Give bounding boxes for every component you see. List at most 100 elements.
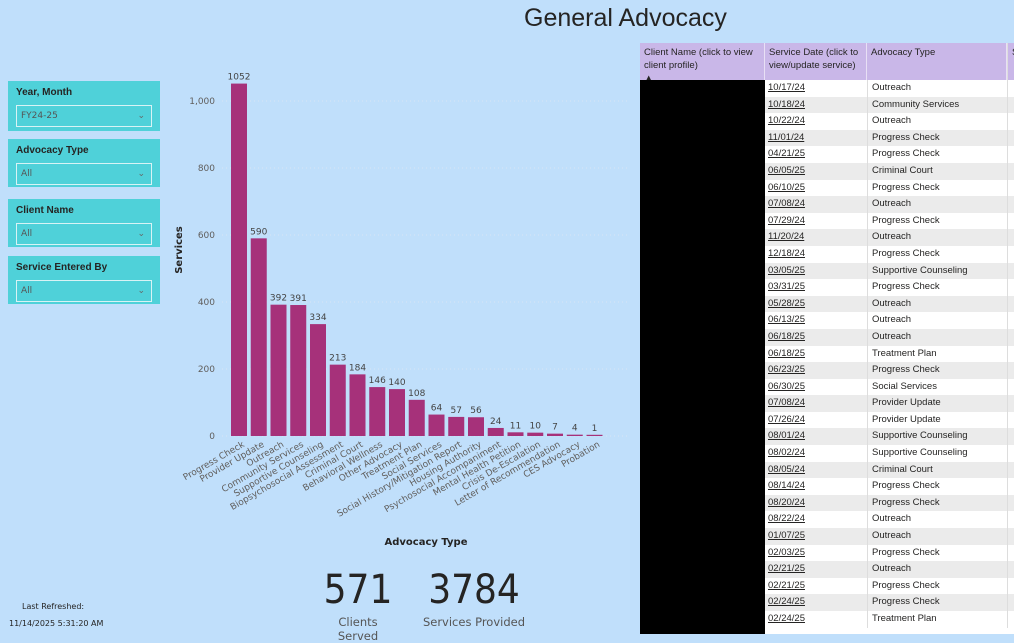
data-label: 391 bbox=[290, 294, 307, 304]
table-row: 07/29/24 Progress Check bbox=[640, 212, 1014, 230]
truncated-cell bbox=[1007, 345, 1014, 363]
kpi-clients-served: 571 Clients Served bbox=[318, 565, 398, 643]
service-date-link[interactable]: 07/08/24 bbox=[768, 397, 805, 409]
bar[interactable] bbox=[507, 432, 524, 436]
service-date-cell: 07/26/24 bbox=[765, 412, 867, 429]
data-label: 213 bbox=[329, 354, 346, 364]
advocacy-type-cell: Outreach bbox=[867, 113, 1007, 130]
service-date-link[interactable]: 07/26/24 bbox=[768, 413, 805, 425]
service-date-cell: 06/10/25 bbox=[765, 180, 867, 197]
service-date-link[interactable]: 02/03/25 bbox=[768, 546, 805, 558]
table-header: Client Name (click to view client profil… bbox=[640, 43, 1014, 84]
bar[interactable] bbox=[349, 374, 366, 436]
service-date-cell: 06/13/25 bbox=[765, 312, 867, 329]
service-date-link[interactable]: 03/05/25 bbox=[768, 264, 805, 276]
service-date-link[interactable]: 12/18/24 bbox=[768, 247, 805, 259]
service-date-link[interactable]: 03/31/25 bbox=[768, 281, 805, 293]
client-name-dropdown[interactable]: All ⌄ bbox=[16, 223, 152, 245]
y-tick-label: 0 bbox=[209, 432, 215, 442]
service-entered-by-dropdown[interactable]: All ⌄ bbox=[16, 280, 152, 302]
table-row: 10/17/24 Outreach bbox=[640, 80, 1014, 97]
advocacy-type-cell: Treatment Plan bbox=[867, 611, 1007, 628]
truncated-cell bbox=[1007, 577, 1014, 595]
data-label: 108 bbox=[408, 389, 425, 399]
dropdown-value: All bbox=[21, 169, 33, 179]
y-axis-title: Services bbox=[174, 226, 185, 274]
service-date-link[interactable]: 08/22/24 bbox=[768, 513, 805, 525]
service-date-link[interactable]: 06/23/25 bbox=[768, 364, 805, 376]
service-date-link[interactable]: 06/18/25 bbox=[768, 330, 805, 342]
service-date-link[interactable]: 05/28/25 bbox=[768, 297, 805, 309]
bar[interactable] bbox=[231, 83, 247, 436]
service-date-link[interactable]: 08/01/24 bbox=[768, 430, 805, 442]
bar[interactable] bbox=[547, 433, 563, 436]
service-date-link[interactable]: 01/07/25 bbox=[768, 530, 805, 542]
slicer-label: Advocacy Type bbox=[16, 145, 89, 156]
data-label: 392 bbox=[270, 294, 287, 304]
data-label: 184 bbox=[349, 363, 366, 373]
truncated-cell bbox=[1007, 212, 1014, 230]
service-date-link[interactable]: 11/01/24 bbox=[768, 131, 805, 143]
table-row: 06/18/25 Treatment Plan bbox=[640, 345, 1014, 363]
slicer-service-entered-by: Service Entered By All ⌄ bbox=[8, 256, 160, 304]
service-date-link[interactable]: 06/13/25 bbox=[768, 314, 805, 326]
last-refreshed-label: Last Refreshed: bbox=[22, 602, 85, 611]
advocacy-type-bar-chart: 0 200 400 600 800 1,000 Services Advocacy Type 1… bbox=[174, 73, 630, 548]
bar[interactable] bbox=[566, 434, 583, 436]
bar[interactable] bbox=[586, 434, 603, 436]
service-date-link[interactable]: 02/21/25 bbox=[768, 579, 805, 591]
table-row: 03/31/25 Progress Check bbox=[640, 279, 1014, 296]
service-date-link[interactable]: 02/24/25 bbox=[768, 596, 805, 608]
service-date-link[interactable]: 10/22/24 bbox=[768, 115, 805, 127]
service-date-link[interactable]: 06/30/25 bbox=[768, 380, 805, 392]
bar[interactable] bbox=[428, 414, 445, 436]
bar[interactable] bbox=[448, 416, 465, 436]
service-date-link[interactable]: 10/18/24 bbox=[768, 98, 805, 110]
column-header-advocacy-type[interactable]: Advocacy Type bbox=[867, 43, 1007, 80]
service-date-link[interactable]: 10/17/24 bbox=[768, 82, 805, 93]
advocacy-type-cell: Outreach bbox=[867, 561, 1007, 578]
service-date-link[interactable]: 02/21/25 bbox=[768, 563, 805, 575]
bar[interactable] bbox=[468, 417, 484, 436]
slicer-label: Service Entered By bbox=[16, 262, 108, 273]
service-date-link[interactable]: 08/20/24 bbox=[768, 496, 805, 508]
bar[interactable] bbox=[310, 324, 326, 436]
bar[interactable] bbox=[408, 399, 425, 436]
truncated-cell bbox=[1007, 262, 1014, 280]
service-date-link[interactable]: 06/18/25 bbox=[768, 347, 805, 359]
advocacy-type-cell: Progress Check bbox=[867, 212, 1007, 230]
service-date-link[interactable]: 07/29/24 bbox=[768, 214, 805, 226]
data-label: 7 bbox=[552, 423, 558, 433]
year-month-dropdown[interactable]: FY24-25 ⌄ bbox=[16, 105, 152, 127]
bar[interactable] bbox=[290, 305, 307, 436]
service-date-link[interactable]: 08/14/24 bbox=[768, 480, 805, 492]
bar[interactable] bbox=[487, 427, 504, 436]
services-table: Client Name (click to view client profil… bbox=[640, 43, 1014, 634]
column-header-service-date[interactable]: Service Date (click to view/update servi… bbox=[765, 43, 867, 80]
truncated-cell bbox=[1007, 461, 1014, 479]
column-header-client-name[interactable]: Client Name (click to view client profil… bbox=[640, 43, 765, 84]
service-date-cell: 07/29/24 bbox=[765, 213, 867, 230]
truncated-cell bbox=[1007, 378, 1014, 396]
service-date-cell: 03/05/25 bbox=[765, 263, 867, 280]
bar[interactable] bbox=[270, 304, 287, 436]
bar[interactable] bbox=[250, 238, 267, 436]
service-date-link[interactable]: 06/10/25 bbox=[768, 181, 805, 193]
bar[interactable] bbox=[389, 389, 405, 436]
truncated-cell bbox=[1007, 279, 1014, 296]
advocacy-type-cell: Progress Check bbox=[867, 179, 1007, 197]
service-date-link[interactable]: 08/05/24 bbox=[768, 463, 805, 475]
bar[interactable] bbox=[369, 387, 386, 436]
service-date-link[interactable]: 04/21/25 bbox=[768, 148, 805, 160]
service-date-link[interactable]: 08/02/24 bbox=[768, 447, 805, 459]
service-date-cell: 07/08/24 bbox=[765, 395, 867, 412]
advocacy-type-dropdown[interactable]: All ⌄ bbox=[16, 163, 152, 185]
service-date-link[interactable]: 11/20/24 bbox=[768, 231, 805, 243]
truncated-cell bbox=[1007, 594, 1014, 611]
service-date-link[interactable]: 07/08/24 bbox=[768, 198, 805, 210]
service-date-link[interactable]: 02/24/25 bbox=[768, 613, 805, 624]
service-date-link[interactable]: 06/05/25 bbox=[768, 164, 805, 176]
column-header-truncated[interactable]: S S bbox=[1007, 43, 1014, 80]
bar[interactable] bbox=[527, 432, 544, 436]
bar[interactable] bbox=[329, 364, 346, 436]
